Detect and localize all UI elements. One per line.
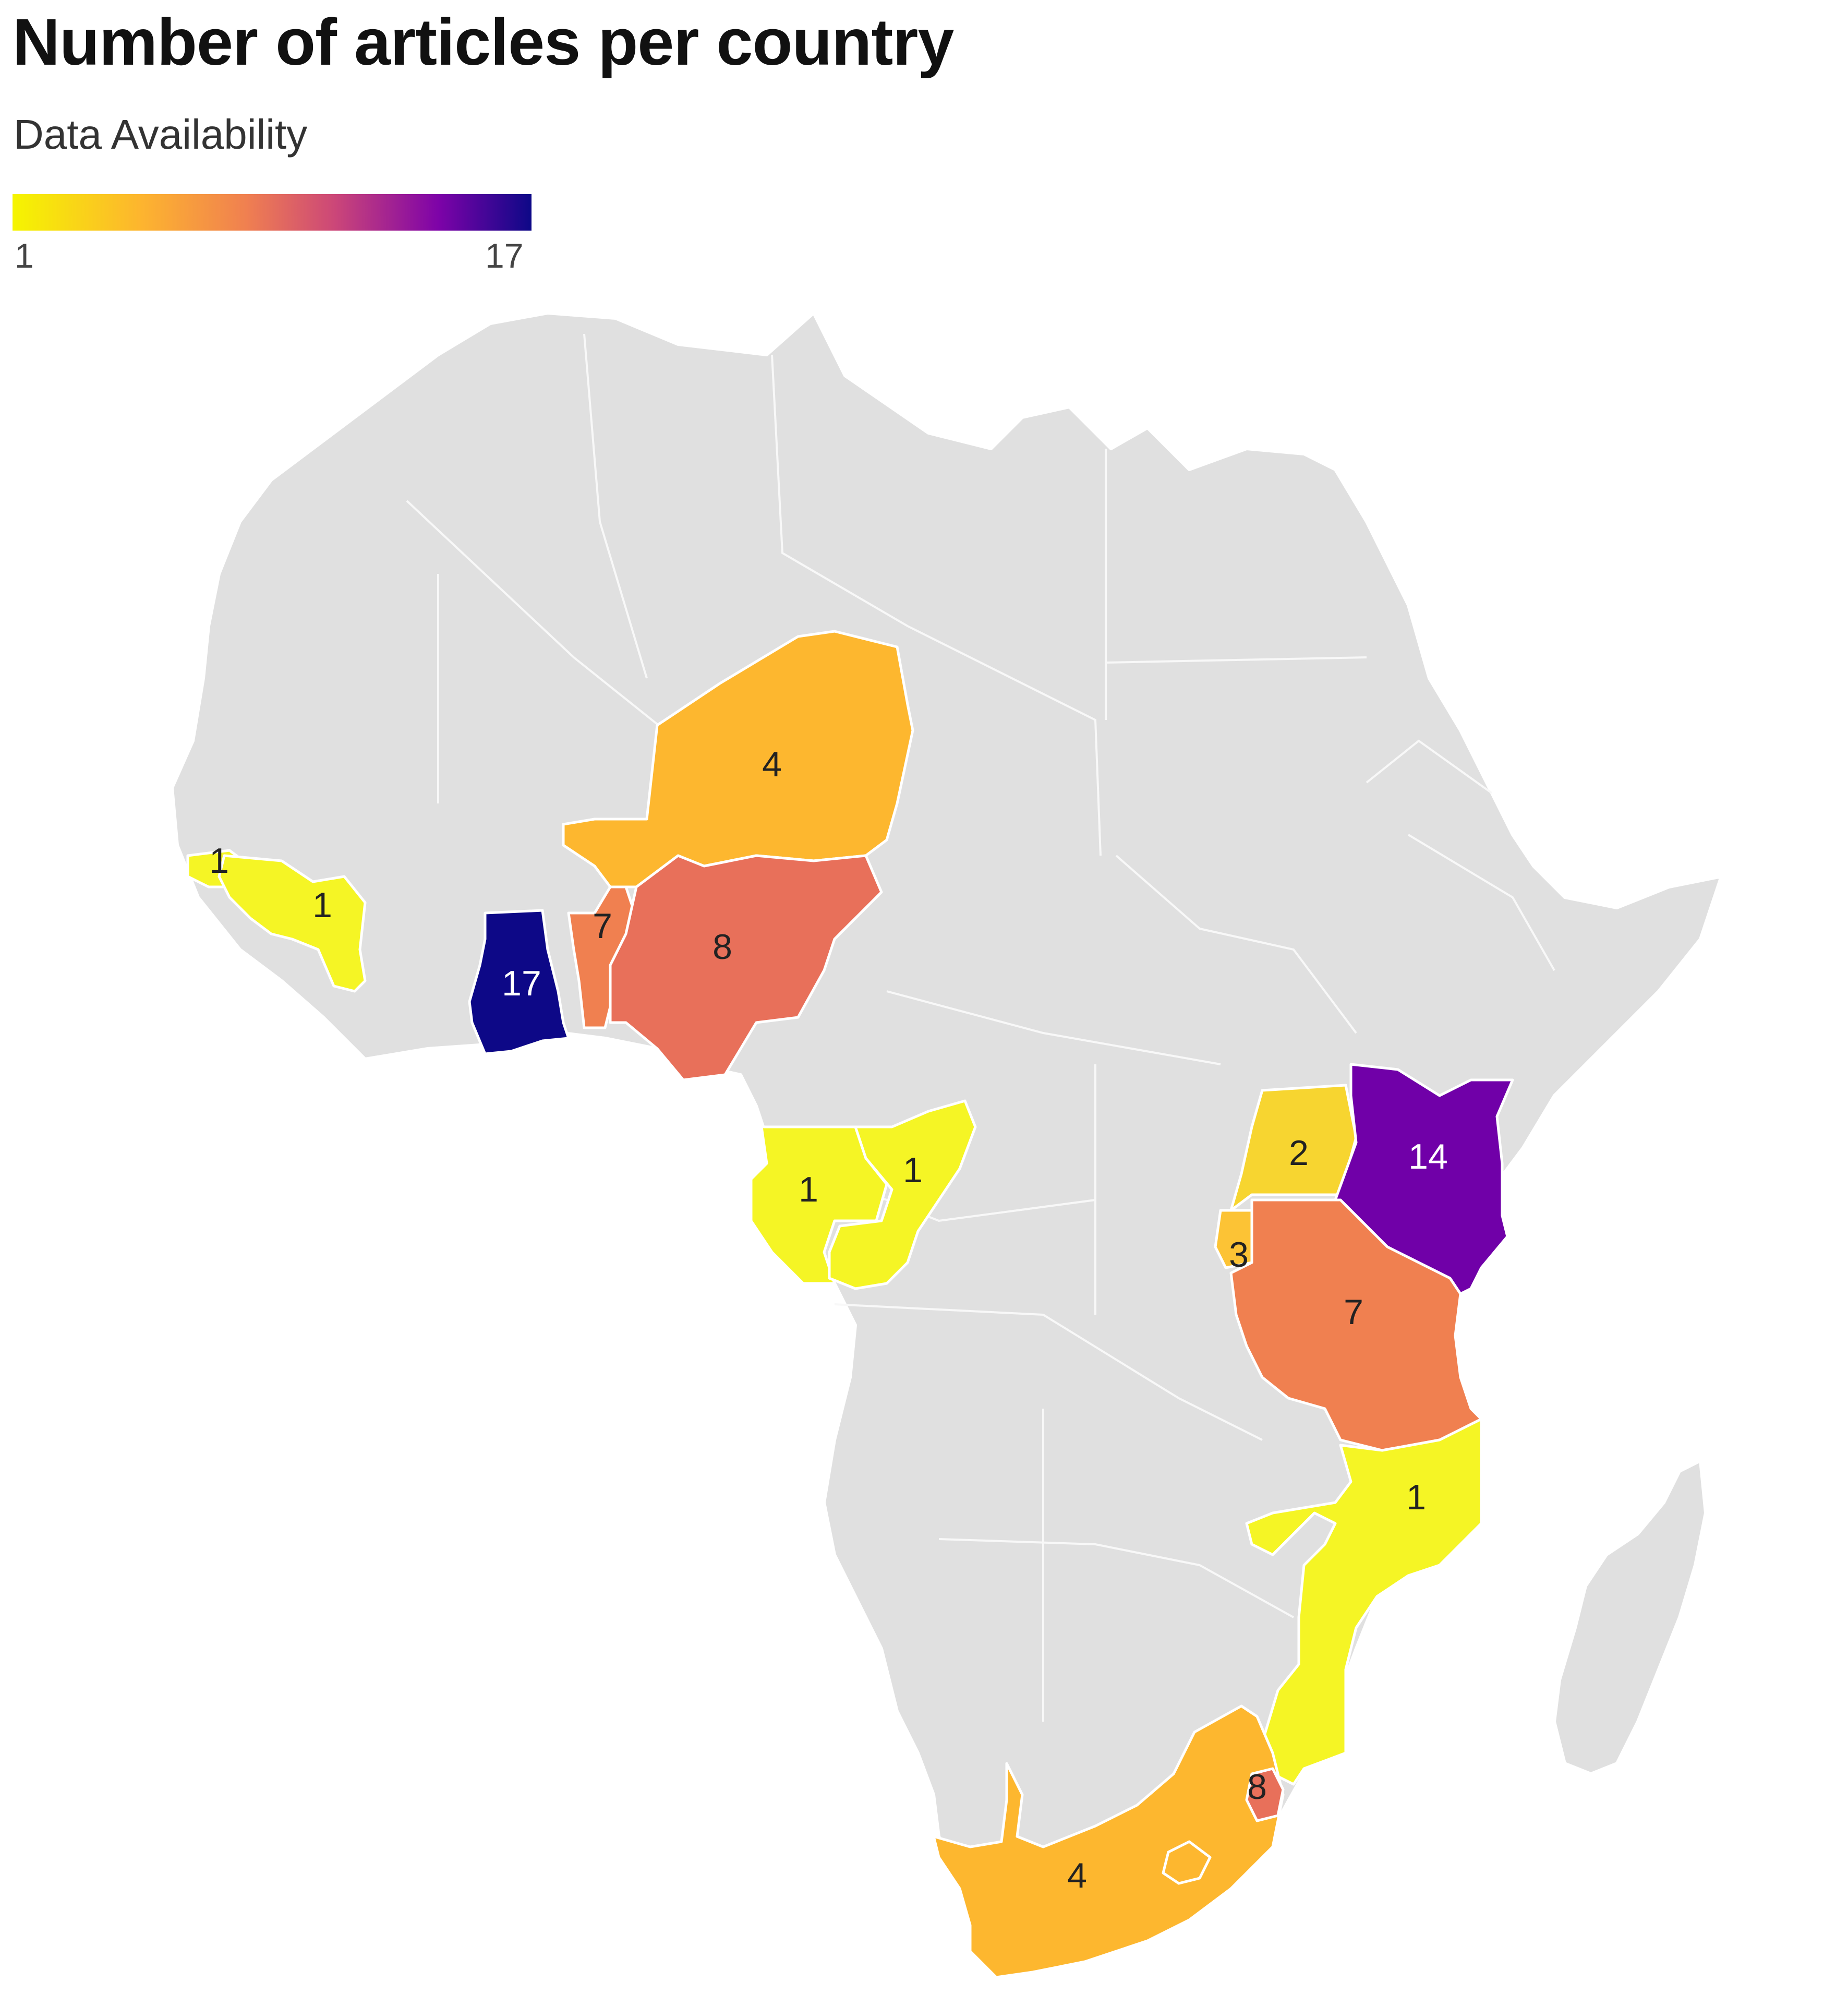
label-tanzania: 7 bbox=[1344, 1292, 1363, 1332]
page-title: Number of articles per country bbox=[13, 5, 954, 79]
legend-max-label: 17 bbox=[485, 236, 524, 275]
country-uganda[interactable] bbox=[1229, 1084, 1358, 1212]
label-rwanda: 3 bbox=[1229, 1235, 1249, 1275]
country-eswatini[interactable] bbox=[1245, 1767, 1285, 1822]
label-gabon: 1 bbox=[799, 1170, 818, 1209]
label-mozambique: 1 bbox=[1406, 1478, 1426, 1517]
label-south-africa: 4 bbox=[1067, 1856, 1087, 1895]
label-ghana: 17 bbox=[502, 964, 541, 1003]
madagascar bbox=[1553, 1459, 1707, 1775]
label-benin: 7 bbox=[593, 906, 612, 946]
label-uganda: 2 bbox=[1289, 1133, 1309, 1173]
legend-title: Data Availability bbox=[14, 111, 308, 158]
country-guinea[interactable] bbox=[218, 854, 367, 993]
country-congo[interactable] bbox=[828, 1099, 977, 1290]
country-kenya[interactable] bbox=[1334, 1063, 1514, 1295]
country-borders bbox=[406, 333, 1555, 1722]
label-kenya: 14 bbox=[1408, 1137, 1448, 1176]
legend-min-label: 1 bbox=[15, 236, 34, 275]
label-guinea: 1 bbox=[312, 885, 332, 925]
label-congo: 1 bbox=[903, 1150, 923, 1190]
country-ghana[interactable] bbox=[468, 909, 570, 1055]
label-guinea-bissau: 1 bbox=[209, 841, 229, 881]
label-eswatini: 8 bbox=[1247, 1767, 1267, 1807]
label-nigeria: 8 bbox=[712, 927, 732, 967]
country-south-africa[interactable] bbox=[932, 1704, 1285, 1979]
label-niger: 4 bbox=[762, 744, 782, 784]
legend-color-bar bbox=[13, 194, 532, 231]
country-nigeria[interactable] bbox=[609, 854, 883, 1082]
